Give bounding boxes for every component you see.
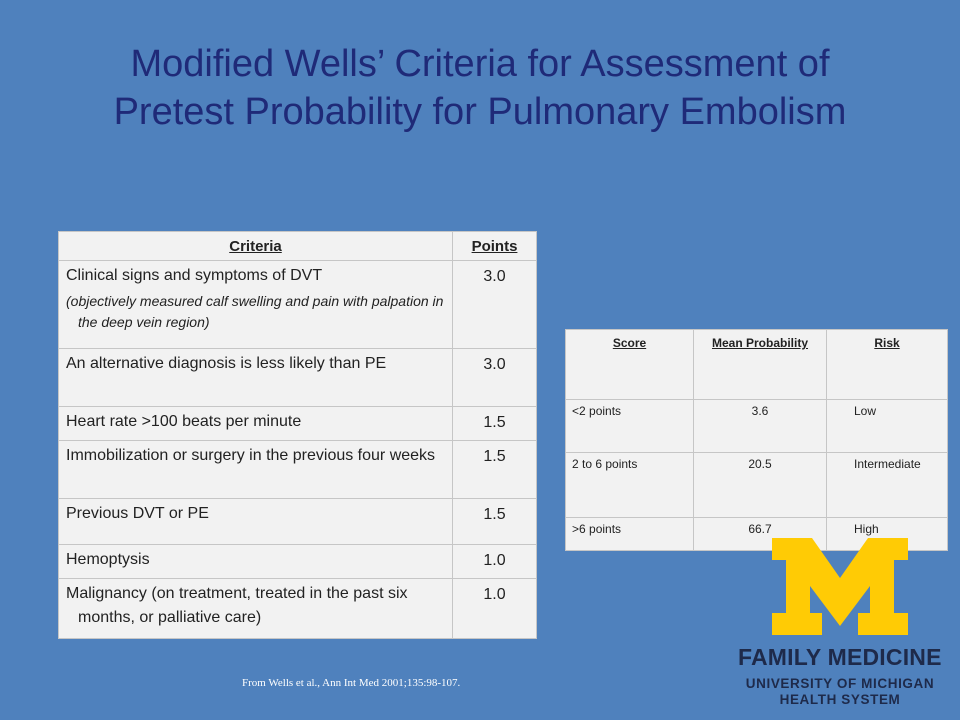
score-cell: <2 points bbox=[565, 399, 694, 453]
risk-cell: Intermediate bbox=[826, 452, 948, 518]
logo-family-medicine: FAMILY MEDICINE bbox=[738, 644, 942, 670]
logo-university-line: UNIVERSITY OF MICHIGAN bbox=[745, 676, 935, 691]
criteria-table: Criteria Points Clinical signs and sympt… bbox=[58, 231, 537, 639]
table-row: 2 to 6 points 20.5 Intermediate bbox=[565, 452, 948, 518]
criteria-header-row: Criteria Points bbox=[58, 231, 537, 261]
title-line-1: Modified Wells’ Criteria for Assessment … bbox=[130, 43, 830, 85]
criteria-text: Hemoptysis bbox=[66, 551, 150, 568]
points-cell: 1.5 bbox=[452, 406, 537, 441]
block-m-shape bbox=[772, 538, 908, 635]
criteria-cell: An alternative diagnosis is less likely … bbox=[58, 348, 453, 407]
table-row: Immobilization or surgery in the previou… bbox=[58, 440, 537, 499]
points-cell: 1.0 bbox=[452, 578, 537, 639]
block-m-logo bbox=[772, 538, 908, 635]
criteria-text: An alternative diagnosis is less likely … bbox=[66, 355, 387, 372]
probability-cell: 3.6 bbox=[693, 399, 827, 453]
probability-cell: 20.5 bbox=[693, 452, 827, 518]
table-row: Previous DVT or PE 1.5 bbox=[58, 498, 537, 545]
criteria-note: (objectively measured calf swelling and … bbox=[66, 293, 444, 330]
risk-header: Risk bbox=[826, 329, 948, 400]
criteria-cell: Malignancy (on treatment, treated in the… bbox=[58, 578, 453, 639]
table-row: An alternative diagnosis is less likely … bbox=[58, 348, 537, 407]
logo-university: UNIVERSITY OF MICHIGAN HEALTH SYSTEM bbox=[738, 676, 942, 708]
points-cell: 1.0 bbox=[452, 544, 537, 579]
criteria-text: Malignancy (on treatment, treated in the… bbox=[66, 585, 408, 626]
points-cell: 3.0 bbox=[452, 348, 537, 407]
table-row: Clinical signs and symptoms of DVT (obje… bbox=[58, 260, 537, 349]
mean-probability-header: Mean Probability bbox=[693, 329, 827, 400]
criteria-cell: Heart rate >100 beats per minute bbox=[58, 406, 453, 441]
risk-cell: Low bbox=[826, 399, 948, 453]
logo-health-system-line: HEALTH SYSTEM bbox=[779, 692, 901, 707]
criteria-text: Clinical signs and symptoms of DVT bbox=[66, 267, 323, 284]
criteria-cell: Clinical signs and symptoms of DVT (obje… bbox=[58, 260, 453, 349]
points-cell: 1.5 bbox=[452, 440, 537, 499]
points-header: Points bbox=[452, 231, 537, 261]
points-cell: 3.0 bbox=[452, 260, 537, 349]
criteria-cell: Hemoptysis bbox=[58, 544, 453, 579]
criteria-text: Immobilization or surgery in the previou… bbox=[66, 447, 436, 464]
score-header: Score bbox=[565, 329, 694, 400]
score-header-row: Score Mean Probability Risk bbox=[565, 329, 948, 400]
criteria-text: Previous DVT or PE bbox=[66, 505, 209, 522]
score-cell: 2 to 6 points bbox=[565, 452, 694, 518]
table-row: Hemoptysis 1.0 bbox=[58, 544, 537, 579]
table-row: <2 points 3.6 Low bbox=[565, 399, 948, 453]
criteria-cell: Immobilization or surgery in the previou… bbox=[58, 440, 453, 499]
table-row: Heart rate >100 beats per minute 1.5 bbox=[58, 406, 537, 441]
score-cell: >6 points bbox=[565, 517, 694, 551]
title-line-2: Pretest Probability for Pulmonary Emboli… bbox=[113, 91, 847, 133]
score-table: Score Mean Probability Risk <2 points 3.… bbox=[565, 329, 948, 551]
slide-title: Modified Wells’ Criteria for Assessment … bbox=[40, 40, 920, 136]
criteria-cell: Previous DVT or PE bbox=[58, 498, 453, 545]
table-row: Malignancy (on treatment, treated in the… bbox=[58, 578, 537, 639]
criteria-header: Criteria bbox=[58, 231, 453, 261]
criteria-text: Heart rate >100 beats per minute bbox=[66, 413, 302, 430]
points-cell: 1.5 bbox=[452, 498, 537, 545]
citation: From Wells et al., Ann Int Med 2001;135:… bbox=[242, 677, 461, 689]
